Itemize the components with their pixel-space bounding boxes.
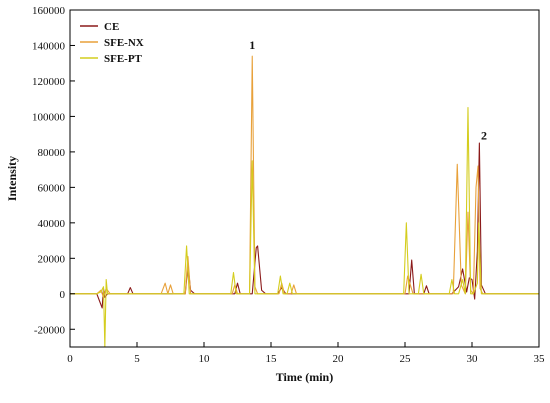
x-tick-label: 25 [400, 353, 412, 365]
y-tick-label: 60000 [38, 182, 66, 194]
y-tick-label: 0 [60, 289, 66, 301]
y-axis-title: Intensity [5, 156, 19, 201]
x-tick-label: 10 [199, 353, 211, 365]
x-tick-label: 20 [333, 353, 345, 365]
y-tick-label: 80000 [38, 147, 66, 159]
peak-label: 2 [481, 128, 487, 142]
x-tick-label: 35 [534, 353, 546, 365]
y-tick-label: -20000 [34, 324, 66, 336]
plot-frame [69, 9, 540, 348]
legend: CE SFE-NX SFE-PT [80, 21, 144, 65]
legend-label: CE [104, 21, 119, 33]
series-line-sfe-pt [70, 107, 539, 348]
x-tick-label: 30 [467, 353, 479, 365]
annotation-layer: 12 [249, 38, 487, 142]
legend-label: SFE-PT [104, 53, 143, 65]
y-tick-label: 100000 [32, 111, 66, 123]
series-layer [70, 55, 539, 348]
x-tick-label: 0 [67, 353, 73, 365]
legend-label: SFE-NX [104, 37, 144, 49]
y-tick-label: 160000 [32, 5, 66, 17]
y-tick-label: 40000 [38, 218, 66, 230]
ticks-layer: 0 5 10 15 20 25 30 35 -20000 0 20000 40000 60000 8000… [32, 5, 545, 365]
series-line-sfe-nx [70, 55, 539, 298]
x-axis-title: Time (min) [276, 370, 333, 384]
y-tick-label: 120000 [32, 76, 66, 88]
x-tick-label: 15 [266, 353, 278, 365]
x-tick-label: 5 [134, 353, 140, 365]
y-tick-label: 140000 [32, 40, 66, 52]
peak-label: 1 [249, 38, 255, 52]
y-tick-label: 20000 [38, 253, 66, 265]
